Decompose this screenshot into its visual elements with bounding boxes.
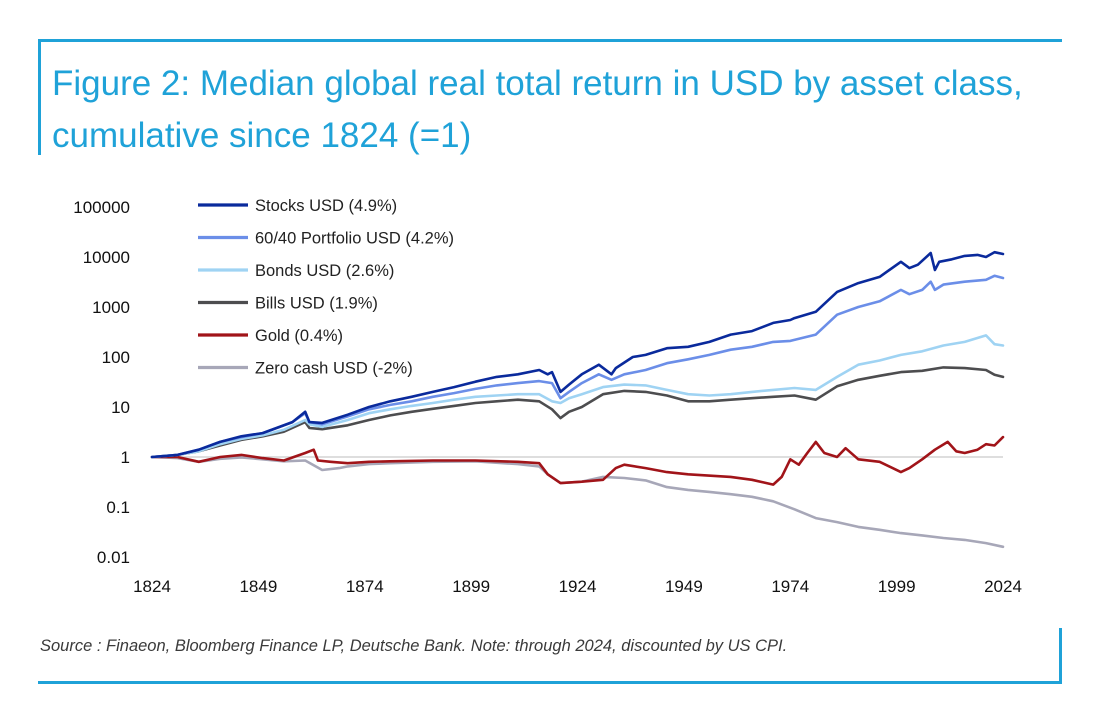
y-tick-label: 100000 — [73, 198, 130, 217]
x-tick-label: 1999 — [878, 577, 916, 596]
figure-title: Figure 2: Median global real total retur… — [52, 64, 1023, 155]
legend-label-portfolio: 60/40 Portfolio USD (4.2%) — [255, 230, 454, 248]
y-tick-label: 10 — [111, 398, 130, 417]
frame-bottom-border — [38, 681, 1062, 684]
y-tick-label: 100 — [102, 348, 130, 367]
series-layer — [150, 250, 1005, 549]
legend-label-zero-cash: Zero cash USD (-2%) — [255, 360, 413, 378]
y-tick-label: 1 — [121, 448, 130, 467]
series-line-gold — [150, 435, 1005, 486]
frame-left-border — [38, 39, 41, 155]
x-tick-label: 2024 — [984, 577, 1022, 596]
x-tick-label: 1824 — [133, 577, 171, 596]
series-line-bonds — [150, 334, 1005, 459]
series-line-bills — [150, 366, 1005, 459]
x-tick-label: 1899 — [452, 577, 490, 596]
y-tick-label: 10000 — [83, 248, 130, 267]
source-note: Source : Finaeon, Bloomberg Finance LP, … — [40, 637, 788, 655]
series-line-zero-cash — [150, 455, 1005, 549]
y-tick-label: 0.1 — [106, 498, 130, 517]
x-tick-label: 1849 — [239, 577, 277, 596]
legend: Stocks USD (4.9%) 60/40 Portfolio USD (4.… — [198, 197, 454, 378]
frame-right-border — [1059, 628, 1062, 684]
x-tick-label: 1874 — [346, 577, 384, 596]
legend-label-stocks: Stocks USD (4.9%) — [255, 197, 397, 215]
x-tick-label: 1974 — [771, 577, 809, 596]
x-tick-label: 1924 — [559, 577, 597, 596]
legend-label-gold: Gold (0.4%) — [255, 327, 343, 345]
series-line-stocks — [150, 250, 1005, 459]
legend-label-bills: Bills USD (1.9%) — [255, 295, 378, 313]
legend-label-bonds: Bonds USD (2.6%) — [255, 262, 394, 280]
x-tick-label: 1949 — [665, 577, 703, 596]
frame-top-border — [38, 39, 1062, 42]
y-tick-label: 0.01 — [97, 548, 130, 567]
y-tick-label: 1000 — [92, 298, 130, 317]
